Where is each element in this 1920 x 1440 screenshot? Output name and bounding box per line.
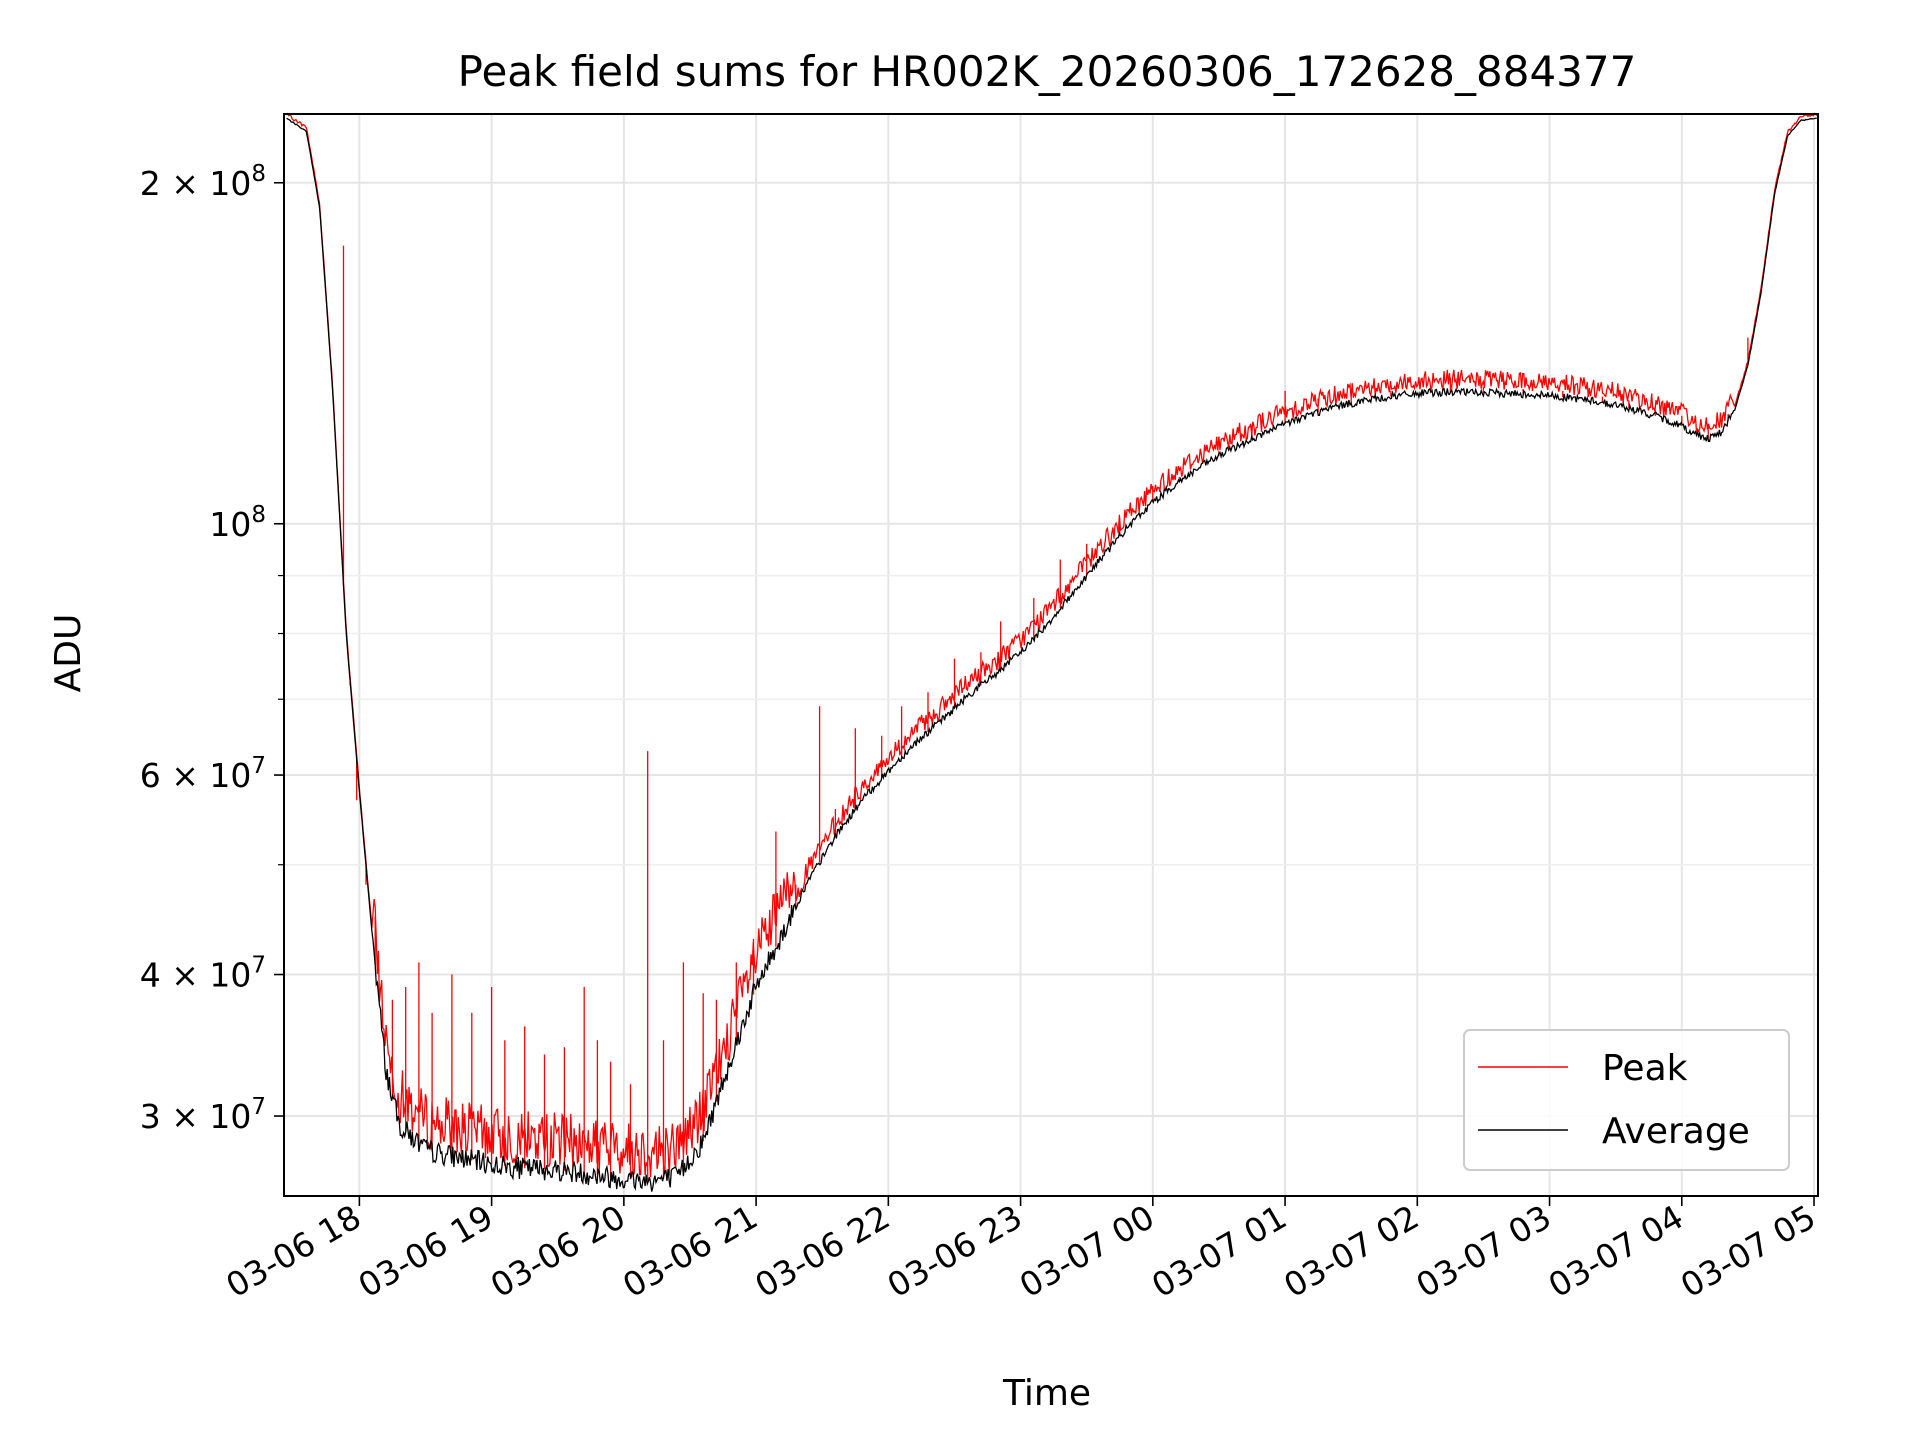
x-tick-label: 03-06 18	[219, 1197, 367, 1305]
y-tick-label: 2 × 108	[140, 161, 266, 203]
x-tick-label: 03-06 22	[748, 1197, 896, 1305]
x-tick-label: 03-07 00	[1013, 1197, 1161, 1305]
legend-box	[1463, 1029, 1790, 1171]
plot-background	[284, 114, 1818, 1196]
legend-label-peak: Peak	[1602, 1048, 1688, 1089]
series-line-average	[286, 117, 1817, 1192]
grid-lines	[284, 114, 1818, 1196]
y-tick-label: 3 × 107	[140, 1094, 266, 1136]
legend: Peak Average	[1463, 1029, 1790, 1171]
y-axis-label: ADU	[48, 614, 89, 693]
x-tick-label: 03-06 19	[352, 1197, 500, 1305]
x-tick-label: 03-06 21	[616, 1197, 764, 1305]
plot-area	[286, 112, 1818, 1192]
x-tick-label: 03-07 03	[1410, 1197, 1558, 1305]
series-line-peak	[286, 112, 1818, 1181]
legend-label-average: Average	[1602, 1111, 1750, 1152]
x-tick-label: 03-07 02	[1277, 1197, 1425, 1305]
y-tick-label: 4 × 107	[140, 953, 266, 995]
x-tick-label: 03-07 05	[1674, 1197, 1822, 1305]
axes-frame	[283, 113, 1819, 1197]
x-tick-label: 03-07 01	[1145, 1197, 1293, 1305]
chart-title: Peak field sums for HR002K_20260306_1726…	[458, 47, 1637, 96]
axes	[283, 113, 1819, 1197]
x-tick-label: 03-06 23	[881, 1197, 1029, 1305]
y-tick-label: 108	[209, 502, 266, 544]
y-axis-ticks: 3 × 107 4 × 107 6 × 107 108 2 × 108	[140, 161, 284, 1136]
x-tick-label: 03-07 04	[1542, 1197, 1690, 1305]
y-tick-label: 6 × 107	[140, 753, 266, 795]
x-axis-label: Time	[1002, 1373, 1091, 1414]
x-tick-label: 03-06 20	[484, 1197, 632, 1305]
